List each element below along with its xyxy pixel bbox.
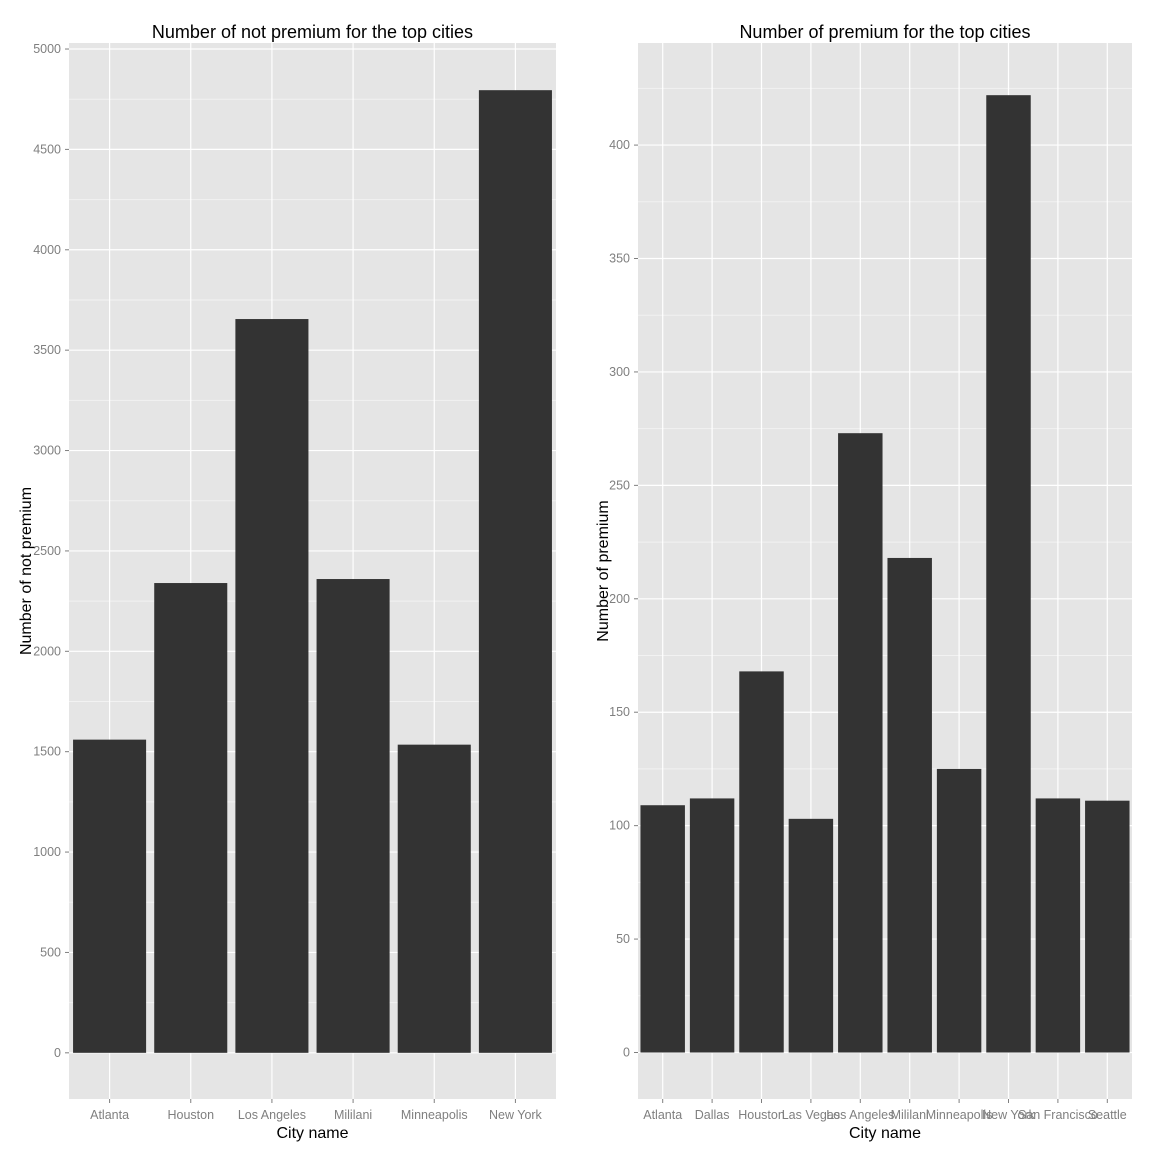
- y-tick-label: 4500: [33, 142, 61, 156]
- plot-panel: [69, 43, 556, 1099]
- x-tick-label: Atlanta: [90, 1108, 129, 1122]
- bar: [936, 768, 982, 1053]
- x-tick-label: Mililani: [891, 1108, 929, 1122]
- bar: [1085, 800, 1130, 1053]
- bar: [838, 433, 883, 1053]
- bar: [154, 583, 228, 1053]
- y-axis-title: Number of not premium: [18, 487, 35, 655]
- x-tick-label: Atlanta: [643, 1108, 682, 1122]
- y-tick-label: 100: [609, 819, 630, 833]
- x-tick-label: Las Vegas: [782, 1108, 840, 1122]
- bar: [986, 95, 1031, 1053]
- y-tick-label: 1500: [33, 745, 61, 759]
- bars: [73, 90, 552, 1053]
- y-tick-label: 0: [54, 1046, 61, 1060]
- x-tick-label: Houston: [167, 1108, 214, 1122]
- x-tick-label: New York: [982, 1108, 1036, 1122]
- bar: [235, 319, 309, 1053]
- bar: [397, 744, 471, 1053]
- bars: [640, 95, 1130, 1053]
- y-tick-label: 3000: [33, 444, 61, 458]
- bar: [1035, 798, 1081, 1053]
- y-tick-label: 4000: [33, 243, 61, 257]
- y-tick-label: 250: [609, 478, 630, 492]
- y-tick-label: 5000: [33, 42, 61, 56]
- bar: [73, 739, 147, 1053]
- y-tick-label: 0: [623, 1045, 630, 1059]
- chart-not-premium: 0 500 1000 1500 2000 2500 3000 3500 4000 4500 5000…: [18, 22, 556, 1142]
- x-axis-title: City name: [849, 1125, 921, 1142]
- x-tick-label: Seattle: [1088, 1108, 1127, 1122]
- chart-title: Number of not premium for the top cities: [152, 22, 473, 42]
- bar: [689, 798, 735, 1053]
- x-tick-label: Los Angeles: [238, 1108, 306, 1122]
- x-tick-label: Minneapolis: [926, 1108, 993, 1122]
- y-tick-label: 500: [40, 945, 61, 959]
- x-axis-title: City name: [276, 1125, 348, 1142]
- bar: [887, 557, 932, 1053]
- x-tick-label: Dallas: [695, 1108, 730, 1122]
- bar: [316, 579, 390, 1053]
- bar: [788, 818, 834, 1053]
- x-tick-label: San Francisco: [1018, 1108, 1098, 1122]
- axes: 0 50 100 150 200 250 300 350 400 Atlanta Dallas Hou…: [609, 138, 1127, 1122]
- x-tick-label: Minneapolis: [401, 1108, 468, 1122]
- y-tick-label: 350: [609, 252, 630, 266]
- y-tick-label: 400: [609, 138, 630, 152]
- bar: [478, 90, 552, 1053]
- bar: [739, 671, 784, 1053]
- x-tick-label: Mililani: [334, 1108, 372, 1122]
- bar: [640, 805, 685, 1053]
- x-tick-label: Los Angeles: [826, 1108, 894, 1122]
- axes: 0 500 1000 1500 2000 2500 3000 3500 4000 4500 5000…: [33, 42, 542, 1122]
- y-tick-label: 50: [616, 932, 630, 946]
- x-tick-label: New York: [489, 1108, 543, 1122]
- y-tick-label: 3500: [33, 343, 61, 357]
- chart-premium: 0 50 100 150 200 250 300 350 400 Atlanta Dallas Hou…: [595, 22, 1132, 1142]
- x-tick-label: Houston: [738, 1108, 785, 1122]
- y-tick-label: 2500: [33, 544, 61, 558]
- y-axis-title: Number of premium: [595, 500, 612, 641]
- y-tick-label: 2000: [33, 644, 61, 658]
- chart-title: Number of premium for the top cities: [739, 22, 1030, 42]
- y-tick-label: 1000: [33, 845, 61, 859]
- y-tick-label: 300: [609, 365, 630, 379]
- y-tick-label: 150: [609, 705, 630, 719]
- y-tick-label: 200: [609, 592, 630, 606]
